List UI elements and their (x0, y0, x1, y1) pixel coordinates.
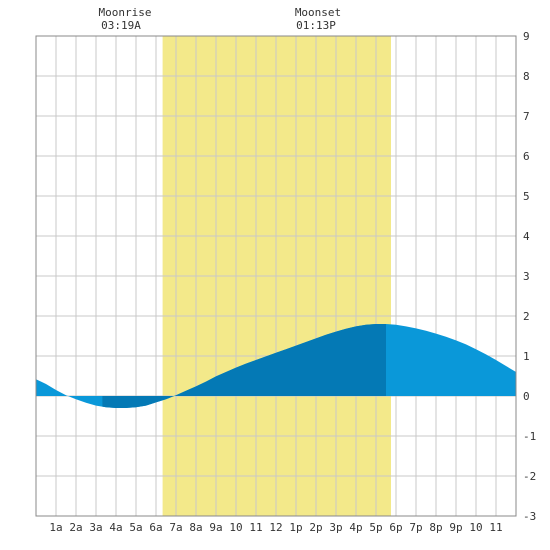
x-tick-labels: 1a 2a 3a 4a 5a 6a 7a 8a 9a 10 11 12 1p 2p 3p 4p 5p 6p 7p 8p… (49, 521, 502, 534)
x-tick-label: 2p (309, 521, 322, 534)
x-tick-label: 3p (329, 521, 342, 534)
x-tick-label: 3a (89, 521, 102, 534)
x-tick-label: 8a (189, 521, 202, 534)
y-tick-label: 5 (523, 190, 530, 203)
grid-layer (36, 36, 516, 516)
plot-border (35, 35, 517, 517)
x-tick-label: 6a (149, 521, 162, 534)
moonrise-time: 03:19A (101, 19, 141, 32)
y-tick-label: 1 (523, 350, 530, 363)
y-tick-labels: -3 -2 -1 0 1 2 3 4 5 6 7 8 9 (523, 30, 536, 523)
tide-area-highlight (102, 324, 387, 408)
x-tick-label: 4a (109, 521, 122, 534)
x-tick-label: 7p (409, 521, 422, 534)
y-tick-label: 2 (523, 310, 530, 323)
y-tick-label: 3 (523, 270, 530, 283)
tide-area-layer (36, 324, 516, 408)
x-tick-label: 9a (209, 521, 222, 534)
y-tick-label: 7 (523, 110, 530, 123)
y-tick-label: 9 (523, 30, 530, 43)
x-tick-label: 7a (169, 521, 182, 534)
y-tick-label: -1 (523, 430, 536, 443)
x-tick-label: 5p (369, 521, 382, 534)
moonset-time: 01:13P (296, 19, 336, 32)
x-tick-label: 6p (389, 521, 402, 534)
x-tick-label: 10 (229, 521, 242, 534)
y-tick-label: 6 (523, 150, 530, 163)
x-tick-label: 12 (269, 521, 282, 534)
x-tick-label: 11 (489, 521, 502, 534)
y-tick-label: -3 (523, 510, 536, 523)
y-tick-label: 8 (523, 70, 530, 83)
moonset-label: Moonset (295, 6, 341, 19)
y-tick-label: 0 (523, 390, 530, 403)
y-tick-label: 4 (523, 230, 530, 243)
y-tick-label: -2 (523, 470, 536, 483)
x-tick-label: 10 (469, 521, 482, 534)
x-tick-label: 1p (289, 521, 302, 534)
moonrise-label: Moonrise (99, 6, 152, 19)
x-tick-label: 9p (449, 521, 462, 534)
x-tick-label: 11 (249, 521, 262, 534)
x-tick-label: 4p (349, 521, 362, 534)
x-tick-label: 8p (429, 521, 442, 534)
x-tick-label: 5a (129, 521, 142, 534)
x-tick-label: 1a (49, 521, 62, 534)
x-tick-label: 2a (69, 521, 82, 534)
